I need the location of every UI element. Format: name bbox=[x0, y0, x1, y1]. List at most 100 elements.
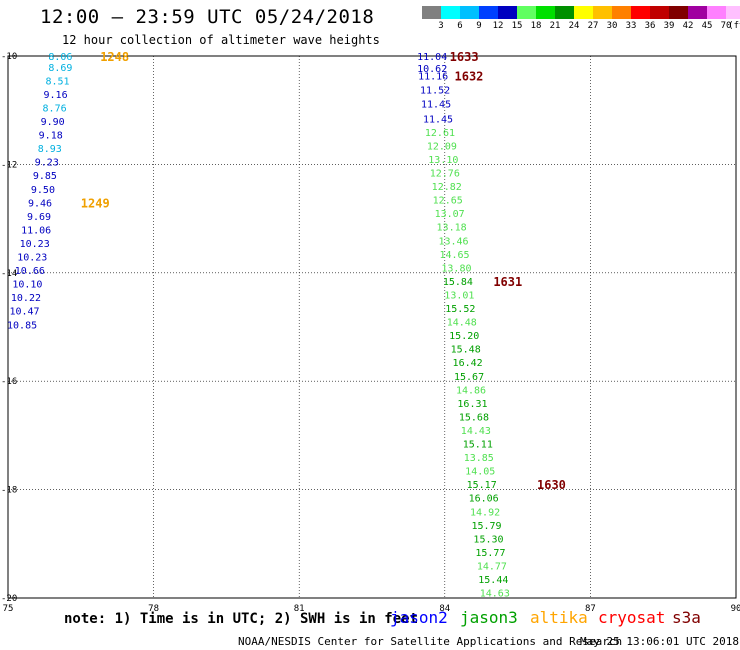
colorbar-swatch bbox=[498, 6, 517, 19]
time-annotation: 1249 bbox=[81, 196, 110, 210]
colorbar-label: 33 bbox=[625, 21, 637, 31]
y-tick-label: -12 bbox=[1, 160, 17, 170]
colorbar-label: 30 bbox=[606, 21, 618, 31]
colorbar-unit: (ft) bbox=[728, 21, 740, 31]
wave-height-label: 10.66 bbox=[15, 266, 45, 277]
wave-height-label: 14.43 bbox=[461, 426, 491, 437]
page-subtitle: 12 hour collection of altimeter wave hei… bbox=[62, 33, 380, 47]
wave-height-label: 8.93 bbox=[38, 144, 62, 155]
wave-height-label: 13.10 bbox=[428, 155, 458, 166]
colorbar-swatch bbox=[669, 6, 688, 19]
wave-height-label: 13.18 bbox=[437, 223, 467, 234]
y-tick-label: -18 bbox=[1, 486, 17, 496]
satellite-label-s3a: s3a bbox=[672, 608, 701, 627]
colorbar-swatch bbox=[460, 6, 479, 19]
x-tick-label: 81 bbox=[294, 604, 305, 614]
wave-height-label: 15.68 bbox=[459, 412, 489, 423]
wave-height-label: 9.18 bbox=[39, 131, 63, 142]
wave-height-label: 9.46 bbox=[28, 198, 52, 209]
wave-height-label: 11.16 bbox=[418, 72, 448, 83]
credit-line: NOAA/NESDIS Center for Satellite Applica… bbox=[238, 635, 623, 648]
wave-height-label: 14.48 bbox=[447, 318, 477, 329]
colorbar-swatch bbox=[688, 6, 707, 19]
wave-height-label: 10.85 bbox=[7, 320, 37, 331]
colorbar-label: 24 bbox=[568, 21, 580, 31]
wave-height-label: 9.85 bbox=[33, 171, 57, 182]
wave-height-label: 11.45 bbox=[421, 100, 451, 111]
wave-height-label: 16.31 bbox=[457, 399, 487, 410]
y-tick-label: -16 bbox=[1, 377, 17, 387]
y-tick-label: -10 bbox=[1, 52, 17, 62]
colorbar-swatch bbox=[479, 6, 498, 19]
wave-height-label: 16.42 bbox=[453, 358, 483, 369]
time-annotation: 1630 bbox=[537, 478, 566, 492]
wave-height-label: 11.52 bbox=[420, 86, 450, 97]
wave-height-label: 10.47 bbox=[9, 307, 39, 318]
wave-height-label: 10.23 bbox=[17, 253, 47, 264]
colorbar-label: 15 bbox=[511, 21, 523, 31]
colorbar-label: 36 bbox=[644, 21, 656, 31]
colorbar-label: 70 bbox=[720, 21, 732, 31]
colorbar-swatch bbox=[555, 6, 574, 19]
satellite-label-altika: altika bbox=[530, 608, 588, 627]
wave-height-label: 13.46 bbox=[438, 236, 468, 247]
colorbar-swatch bbox=[631, 6, 650, 19]
wave-height-label: 15.20 bbox=[449, 331, 479, 342]
wave-height-label: 15.67 bbox=[454, 372, 484, 383]
wave-height-label: 9.50 bbox=[31, 185, 55, 196]
colorbar-swatch bbox=[536, 6, 555, 19]
wave-height-label: 9.69 bbox=[27, 212, 51, 223]
wave-height-label: 11.04 bbox=[417, 52, 447, 63]
wave-height-label: 15.17 bbox=[467, 480, 497, 491]
wave-height-label: 12.09 bbox=[427, 141, 457, 152]
y-tick-label: -20 bbox=[1, 594, 17, 604]
colorbar-swatch bbox=[707, 6, 726, 19]
wave-height-label: 9.90 bbox=[41, 117, 65, 128]
x-tick-label: 75 bbox=[3, 604, 14, 614]
wave-height-label: 13.01 bbox=[444, 290, 474, 301]
y-tick-label: -14 bbox=[1, 269, 17, 279]
wave-height-label: 8.51 bbox=[45, 76, 69, 87]
satellite-label-jason3: jason3 bbox=[460, 608, 518, 627]
wave-height-label: 10.23 bbox=[20, 239, 50, 250]
time-annotation: 1632 bbox=[455, 70, 484, 84]
wave-height-label: 13.85 bbox=[464, 453, 494, 464]
wave-height-label: 8.69 bbox=[48, 63, 72, 74]
wave-height-label: 11.45 bbox=[423, 114, 453, 125]
wave-height-label: 15.77 bbox=[475, 548, 505, 559]
wave-height-label: 15.79 bbox=[471, 521, 501, 532]
colorbar-swatch bbox=[422, 6, 441, 19]
colorbar-swatch bbox=[650, 6, 669, 19]
wave-height-label: 11.06 bbox=[21, 225, 51, 236]
wave-height-label: 14.63 bbox=[480, 589, 510, 600]
colorbar-label: 42 bbox=[682, 21, 694, 31]
colorbar-swatch bbox=[574, 6, 593, 19]
wave-height-label: 10.22 bbox=[11, 293, 41, 304]
wave-height-label: 9.16 bbox=[44, 90, 68, 101]
wave-height-label: 13.80 bbox=[441, 263, 471, 274]
colorbar-label: 21 bbox=[549, 21, 561, 31]
colorbar-label: 27 bbox=[587, 21, 599, 31]
plot-frame bbox=[7, 55, 737, 599]
wave-height-label: 15.48 bbox=[451, 345, 481, 356]
wave-height-label: 12.82 bbox=[432, 182, 462, 193]
colorbar-label: 12 bbox=[492, 21, 504, 31]
time-annotation: 1631 bbox=[493, 275, 522, 289]
colorbar-label: 18 bbox=[530, 21, 542, 31]
satellite-label-jason2: jason2 bbox=[390, 608, 448, 627]
wave-height-label: 14.86 bbox=[456, 385, 486, 396]
colorbar-swatch bbox=[726, 6, 740, 19]
wave-height-label: 15.44 bbox=[478, 575, 508, 586]
page-title: 12:00 – 23:59 UTC 05/24/2018 bbox=[40, 6, 375, 28]
colorbar-swatch bbox=[441, 6, 460, 19]
wave-height-label: 16.06 bbox=[469, 494, 499, 505]
wave-height-label: 8.06 bbox=[48, 52, 72, 63]
wave-height-label: 9.23 bbox=[35, 158, 59, 169]
wave-height-label: 12.65 bbox=[433, 196, 463, 207]
time-annotation: 1633 bbox=[450, 50, 479, 64]
wave-height-label: 10.10 bbox=[12, 280, 42, 291]
x-tick-label: 87 bbox=[585, 604, 596, 614]
generated-timestamp: May 25 13:06:01 UTC 2018 bbox=[580, 635, 739, 648]
wave-height-label: 14.05 bbox=[465, 467, 495, 478]
wave-height-label: 15.30 bbox=[473, 534, 503, 545]
